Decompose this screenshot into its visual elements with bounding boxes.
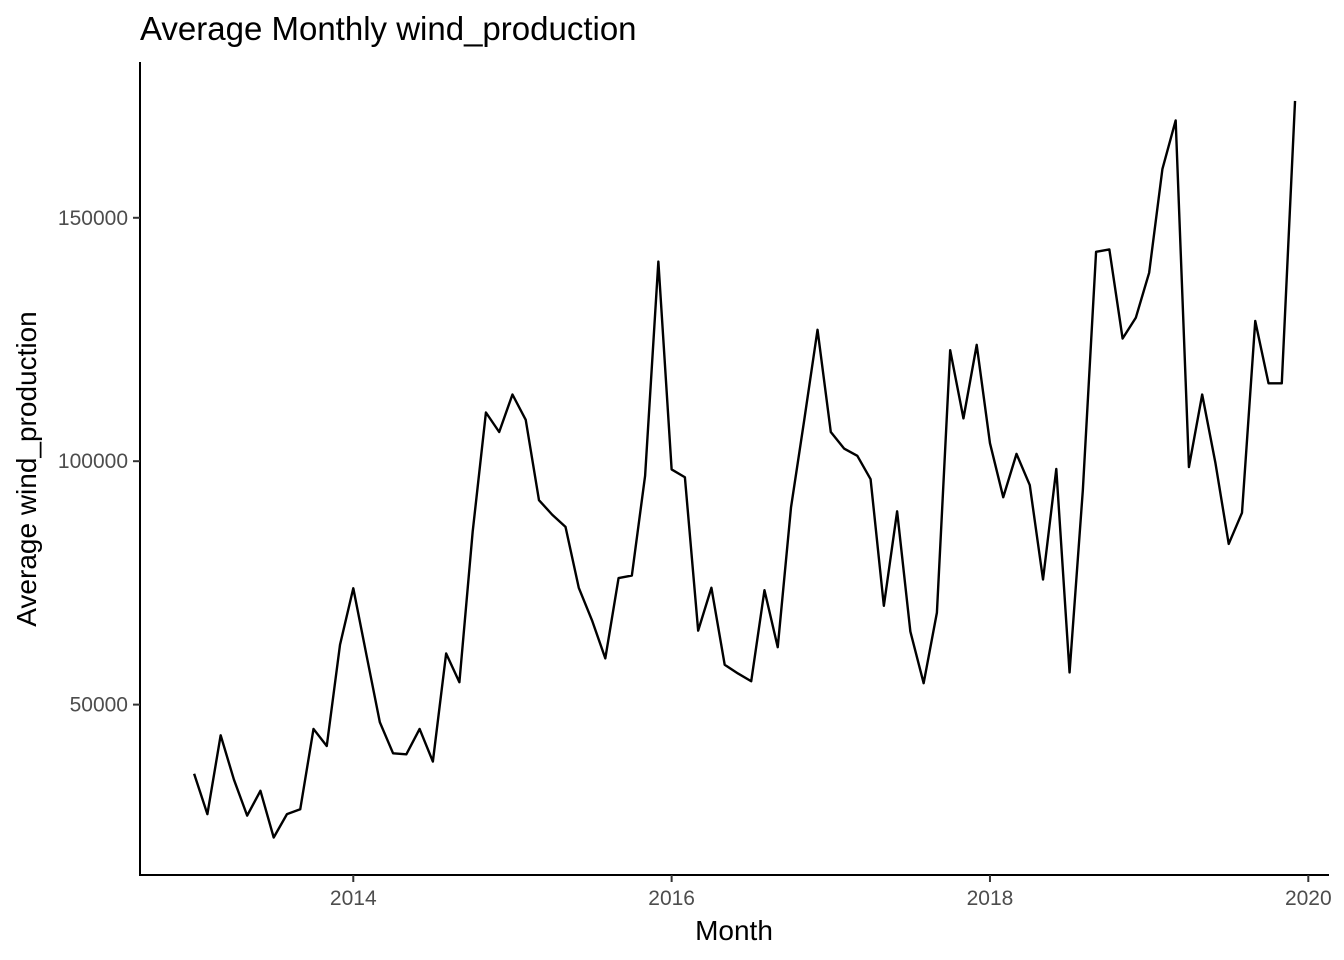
x-axis-title: Month (695, 915, 773, 946)
y-tick-label: 50000 (70, 694, 128, 717)
x-tick-label: 2020 (1285, 887, 1332, 910)
y-tick-label: 150000 (58, 207, 128, 230)
y-axis-ticks: 50000 100000 150000 (58, 207, 140, 717)
x-tick-label: 2018 (967, 887, 1014, 910)
series-line-0 (192, 100, 1297, 839)
x-tick-label: 2016 (648, 887, 695, 910)
x-tick-label: 2014 (330, 887, 377, 910)
plot-area (192, 100, 1297, 839)
y-tick-label: 100000 (58, 450, 128, 473)
x-axis-ticks: 2014 2016 2018 2020 (330, 875, 1332, 910)
y-axis-title: Average wind_production (11, 311, 42, 626)
chart-title: Average Monthly wind_production (140, 10, 637, 47)
